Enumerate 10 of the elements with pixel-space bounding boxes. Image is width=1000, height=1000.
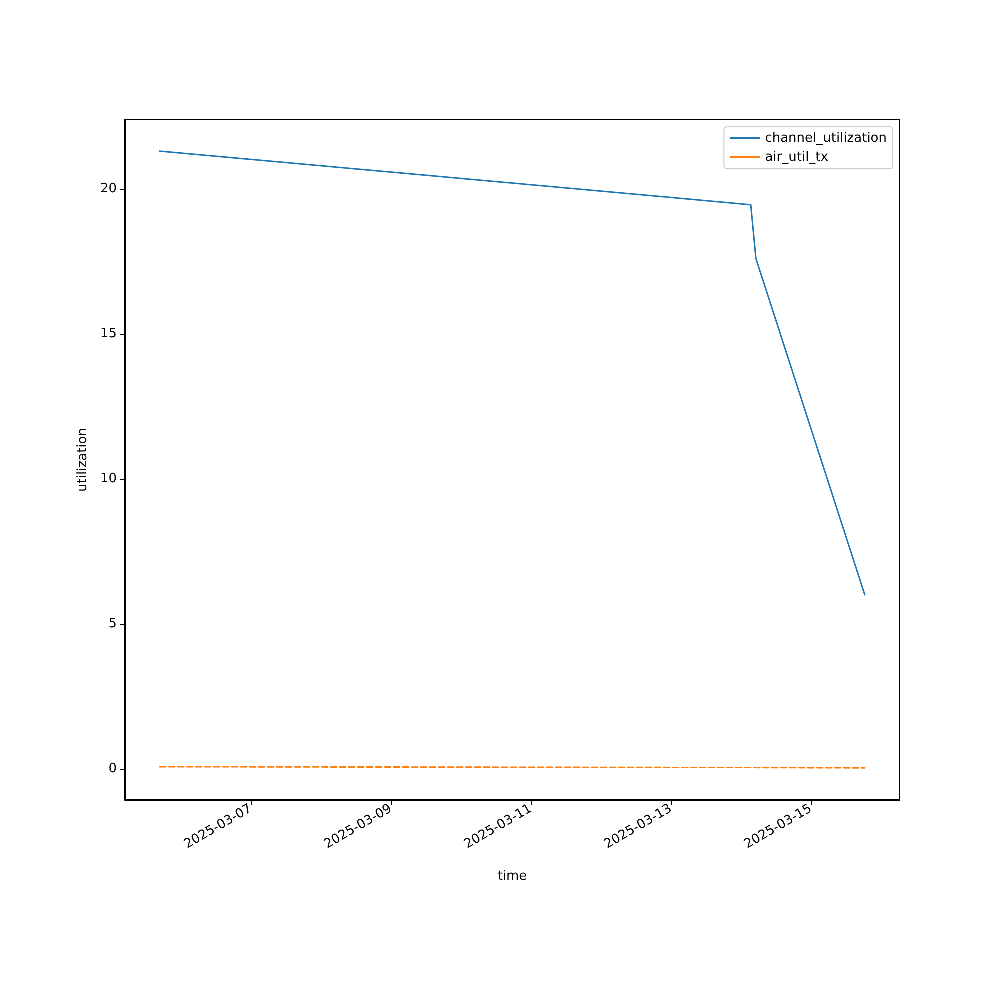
x-axis-title: time	[498, 869, 528, 884]
line-series	[159, 150, 866, 596]
legend-label: air_util_tx	[765, 150, 829, 165]
y-tick-label: 10	[100, 471, 117, 486]
y-tick-label: 15	[100, 326, 117, 342]
legend-label: channel_utilization	[765, 131, 888, 146]
y-tick-label: 5	[108, 616, 117, 632]
y-tick-label: 0	[108, 761, 117, 776]
y-axis-title: utilization	[76, 428, 91, 492]
y-tick-label: 20	[100, 182, 117, 197]
